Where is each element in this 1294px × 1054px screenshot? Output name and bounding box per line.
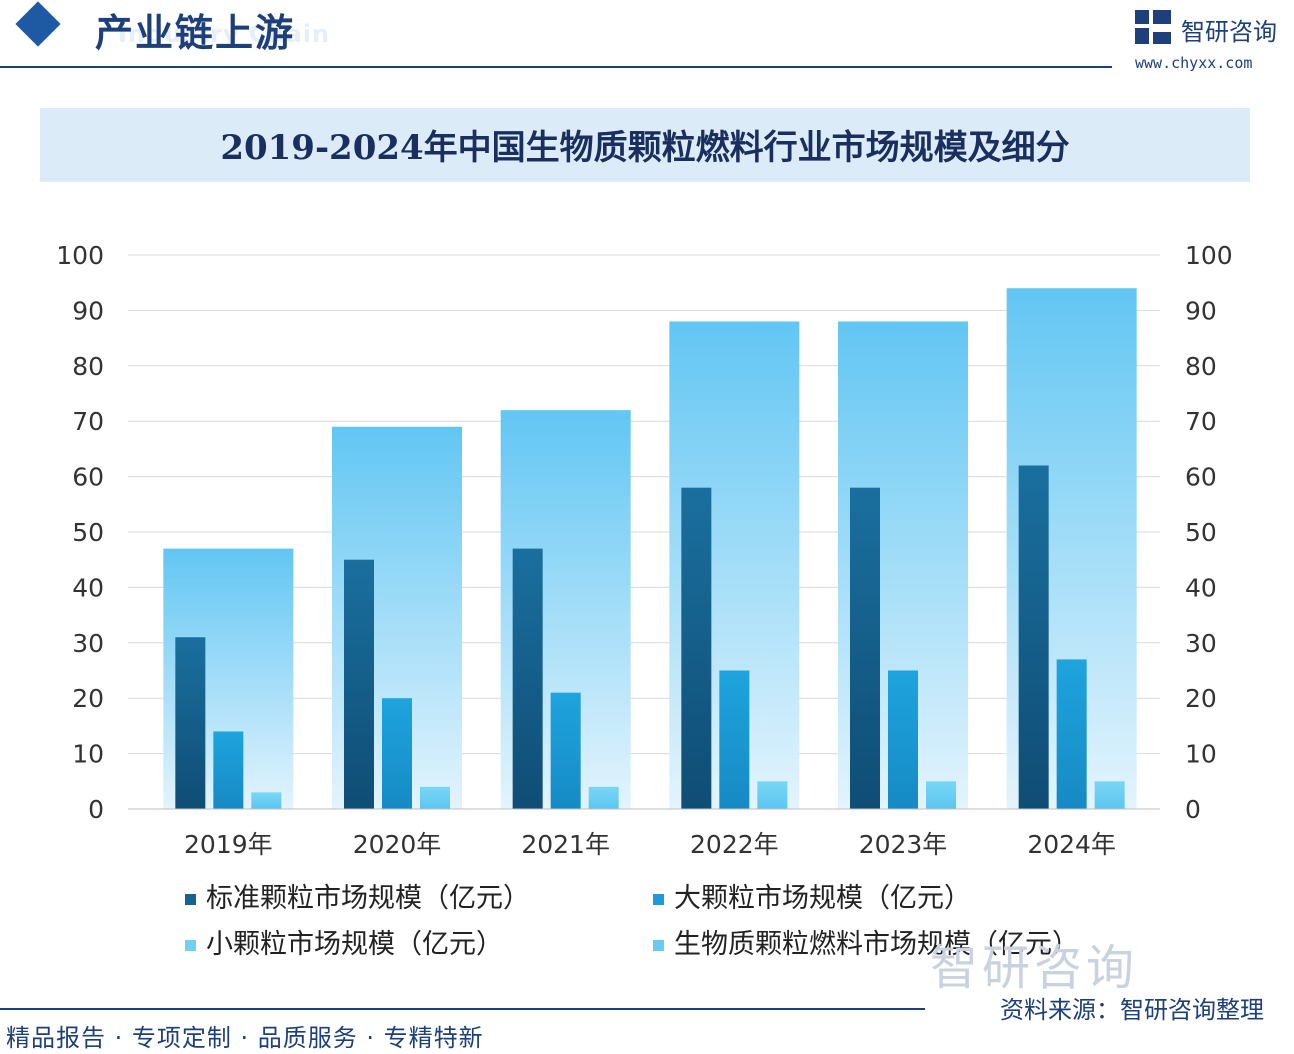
bar-small [420, 786, 450, 809]
bar-small [757, 781, 788, 809]
section-title: 产业链上游 [95, 10, 296, 55]
y-tick-label-right: 80 [1185, 352, 1217, 381]
y-tick-label-left: 70 [72, 407, 104, 436]
brand-name: 智研咨询 [1181, 18, 1277, 46]
legend-swatch-small [185, 940, 196, 951]
x-tick-label: 2024年 [1027, 830, 1116, 859]
legend-item-standard: 标准颗粒市场规模（亿元） [185, 876, 530, 915]
legend-label-standard: 标准颗粒市场规模（亿元） [206, 883, 530, 914]
bar-standard [850, 487, 880, 809]
y-tick-label-right: 100 [1185, 241, 1233, 270]
y-tick-label-right: 30 [1185, 629, 1217, 658]
bar-standard [175, 637, 206, 809]
footer-slogan: 精品报告 · 专项定制 · 品质服务 · 专精特新 [6, 1024, 484, 1052]
y-tick-label-right: 20 [1185, 684, 1217, 713]
x-tick-label: 2022年 [690, 830, 779, 859]
bar-large [719, 670, 750, 809]
source-note: 资料来源：智研咨询整理 [1000, 996, 1264, 1024]
legend-swatch-large [653, 894, 664, 905]
y-tick-label-right: 70 [1185, 407, 1217, 436]
watermark: 智研咨询 [930, 940, 1139, 996]
legend-label-total: 生物质颗粒燃料市场规模（亿元） [674, 929, 1079, 960]
y-tick-label-left: 30 [72, 629, 104, 658]
y-tick-label-right: 0 [1185, 795, 1201, 824]
bar-large [550, 692, 581, 809]
y-tick-label-left: 20 [72, 684, 104, 713]
y-tick-label-right: 10 [1185, 740, 1217, 769]
y-tick-label-right: 40 [1185, 573, 1217, 602]
y-tick-label-left: 90 [72, 296, 104, 325]
bar-large [1056, 659, 1087, 809]
legend: 标准颗粒市场规模（亿元） 大颗粒市场规模（亿元） 小颗粒市场规模（亿元） 生物质… [0, 870, 1294, 970]
bar-large [213, 731, 244, 809]
y-tick-label-left: 60 [72, 463, 104, 492]
bar-standard [681, 487, 712, 809]
y-tick-label-right: 60 [1185, 463, 1217, 492]
y-tick-label-left: 40 [72, 573, 104, 602]
bar-small [1094, 781, 1125, 809]
legend-item-total: 生物质颗粒燃料市场规模（亿元） [653, 922, 1079, 961]
diamond-icon [15, 1, 61, 47]
chart-title-band: 2019-2024年中国生物质颗粒燃料行业市场规模及细分 [40, 108, 1250, 182]
legend-item-small: 小颗粒市场规模（亿元） [185, 922, 503, 961]
y-tick-label-left: 50 [72, 518, 104, 547]
footer-divider [0, 1008, 925, 1010]
x-tick-label: 2020年 [353, 830, 442, 859]
bar-standard [344, 559, 374, 809]
y-tick-label-left: 100 [56, 241, 104, 270]
section-subtitle: Industry Chain [118, 20, 331, 48]
legend-item-large: 大颗粒市场规模（亿元） [653, 876, 971, 915]
bar-small [588, 786, 619, 809]
y-tick-label-left: 10 [72, 740, 104, 769]
y-tick-label-right: 50 [1185, 518, 1217, 547]
header-divider [0, 66, 1112, 68]
bar-small [926, 781, 956, 809]
y-tick-label-right: 90 [1185, 296, 1217, 325]
y-tick-label-left: 80 [72, 352, 104, 381]
legend-label-small: 小颗粒市场规模（亿元） [206, 929, 503, 960]
bar-chart: 0 0 10 10 20 20 30 30 40 40 50 50 60 60 70 70 80 80 90 90 10… [56, 241, 1233, 859]
legend-label-large: 大颗粒市场规模（亿元） [674, 883, 971, 914]
brand: 智研咨询 www.chyxx.com [1135, 10, 1290, 72]
y-tick-label-left: 0 [88, 795, 104, 824]
x-tick-label: 2021年 [521, 830, 610, 859]
bar-standard [512, 548, 543, 809]
legend-swatch-standard [185, 894, 196, 905]
bar-large [888, 670, 918, 809]
chart-title: 2019-2024年中国生物质颗粒燃料行业市场规模及细分 [220, 128, 1070, 168]
brand-url: www.chyxx.com [1135, 54, 1253, 72]
x-tick-label: 2019年 [184, 830, 273, 859]
bar-small [251, 792, 282, 809]
legend-swatch-total [653, 940, 664, 951]
x-tick-label: 2023年 [859, 830, 948, 859]
header: Industry Chain 产业链上游 智研咨询 www.chyxx.com [0, 0, 1294, 72]
bar-large [382, 698, 412, 809]
bar-standard [1018, 465, 1049, 809]
brand-logo-icon [1135, 10, 1171, 44]
